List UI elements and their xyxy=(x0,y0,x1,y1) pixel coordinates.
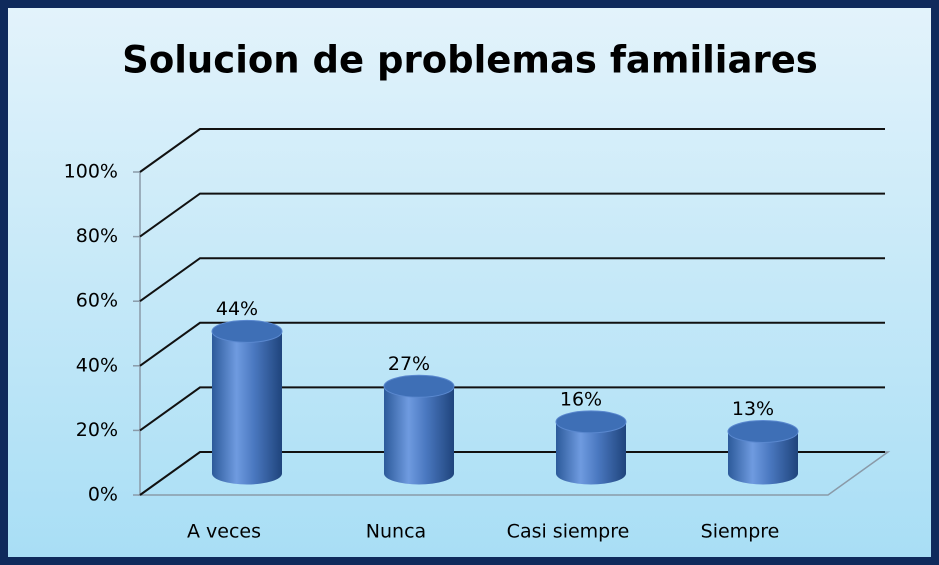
bar-top xyxy=(727,420,799,444)
y-tick-label: 80% xyxy=(76,225,118,247)
data-label: 44% xyxy=(216,298,258,320)
grid-line xyxy=(139,128,885,173)
grid-line xyxy=(139,451,885,496)
bar-top xyxy=(383,374,455,398)
y-tick-label: 40% xyxy=(76,354,118,376)
bar xyxy=(384,386,454,485)
chart-title: Solucion de problemas familiares xyxy=(122,39,818,82)
x-tick-label: Nunca xyxy=(366,521,426,543)
bar-top xyxy=(555,410,627,434)
grid-line xyxy=(139,386,885,432)
grid-line xyxy=(139,321,885,367)
y-tick-label: 0% xyxy=(88,484,118,506)
data-label: 13% xyxy=(732,398,774,420)
bar xyxy=(212,331,282,485)
grid-line xyxy=(139,192,885,238)
y-tick-label: 20% xyxy=(76,419,118,441)
bar-top xyxy=(211,319,283,343)
bar xyxy=(556,421,626,485)
y-tick-label: 60% xyxy=(76,290,118,312)
data-label: 27% xyxy=(388,353,430,375)
grid-line xyxy=(139,257,885,303)
y-tick-label: 100% xyxy=(64,161,118,183)
bar xyxy=(728,431,798,485)
data-label: 16% xyxy=(560,388,602,410)
x-tick-label: A veces xyxy=(187,521,261,543)
x-tick-label: Siempre xyxy=(701,521,780,543)
x-tick-label: Casi siempre xyxy=(507,521,630,543)
